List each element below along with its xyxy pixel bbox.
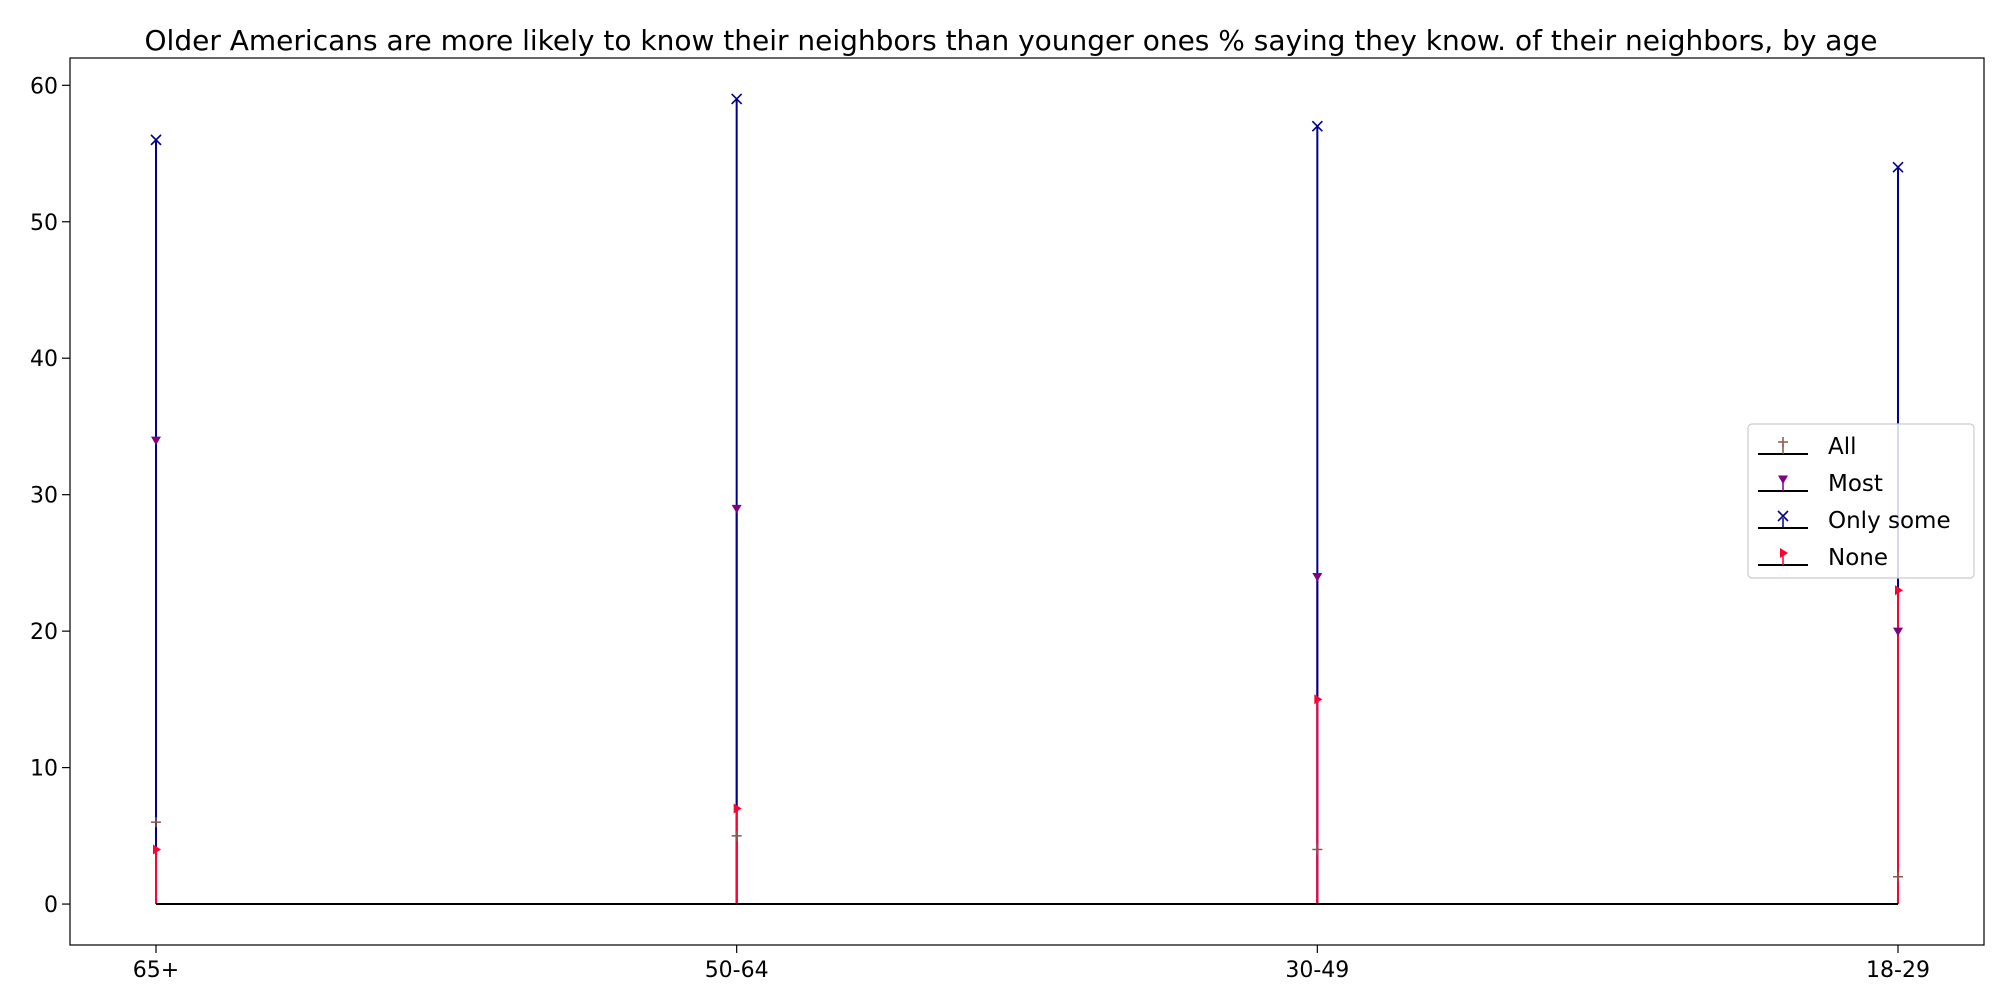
y-tick-label: 20 [30,620,58,645]
x-tick-label: 65+ [133,958,179,983]
legend-label: None [1828,545,1888,571]
y-tick-label: 10 [30,757,58,782]
data-point-marker [1311,120,1323,132]
data-point-marker [1778,437,1788,447]
legend-entry: Only some [1758,508,1951,534]
data-point-marker [1778,475,1788,484]
y-tick-label: 0 [44,893,58,918]
data-point-marker [1312,844,1323,855]
data-point-marker [153,844,161,855]
y-tick-label: 30 [30,484,58,509]
data-point-marker [731,504,742,514]
data-point-marker [1780,548,1788,558]
data-point-marker [151,817,161,828]
y-tick-label: 50 [30,211,58,236]
data-point-marker [1312,573,1323,582]
legend-label: Only some [1828,508,1951,534]
legend-entry: None [1758,545,1888,571]
y-tick-label: 40 [30,347,58,372]
x-tick-label: 18-29 [1866,958,1930,983]
data-point-marker [731,93,743,105]
data-point-marker [1777,510,1789,522]
legend-label: All [1828,434,1857,460]
legend-entry: All [1758,434,1857,460]
plot-area-frame [69,57,1985,946]
x-tick-label: 50-64 [705,958,769,983]
legend-entry: Most [1758,471,1883,497]
legend-box [1747,423,1975,579]
y-axis: 0 10 20 30 40 50 60 [30,74,70,918]
data-point-marker [1893,627,1903,637]
data-point-marker [1892,161,1904,173]
y-tick-label: 60 [30,74,58,99]
data-point-marker [1895,585,1903,596]
data-point-marker [150,134,162,146]
data-point-marker [151,436,161,446]
data-point-marker [1893,871,1903,882]
data-point-marker [731,830,742,841]
legend-label: Most [1828,471,1883,497]
data-point-marker [733,803,742,814]
stems [155,98,1899,905]
markers [150,93,1904,882]
legend: All Most Only some None [1747,423,1975,579]
x-axis: 65+ 50-64 30-49 18-29 [133,945,1930,983]
data-point-marker [1314,694,1323,705]
chart-title: Older Americans are more likely to know … [145,24,1878,57]
x-tick-label: 30-49 [1285,958,1349,983]
